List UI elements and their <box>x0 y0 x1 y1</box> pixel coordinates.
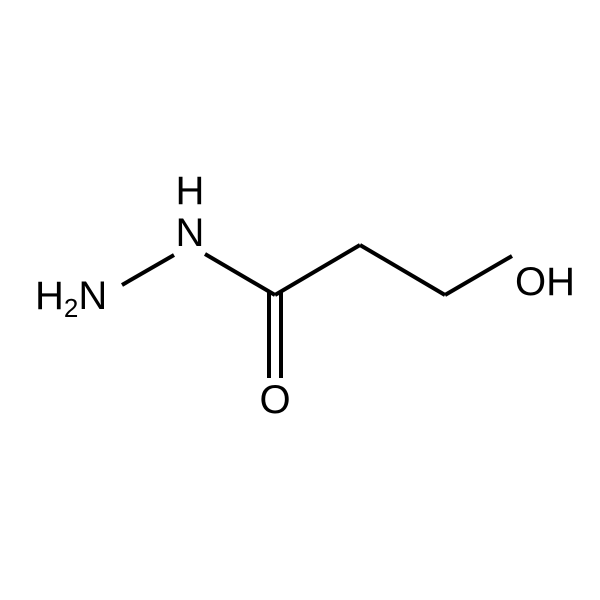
label-amide-h: H <box>176 169 205 213</box>
carbonyl-to-alpha <box>275 245 360 295</box>
molecule-diagram: H2N NH O OH <box>0 0 600 600</box>
n-terminal-to-amide <box>122 255 174 285</box>
label-hydroxyl-oh: OH <box>515 260 575 304</box>
amide-to-carbonyl <box>205 254 275 295</box>
label-h2n: H2N <box>35 274 107 323</box>
label-carbonyl-o: O <box>259 378 290 422</box>
alpha-to-beta <box>360 245 445 295</box>
label-amide-n: N <box>176 211 205 255</box>
beta-to-gamma <box>445 256 512 295</box>
